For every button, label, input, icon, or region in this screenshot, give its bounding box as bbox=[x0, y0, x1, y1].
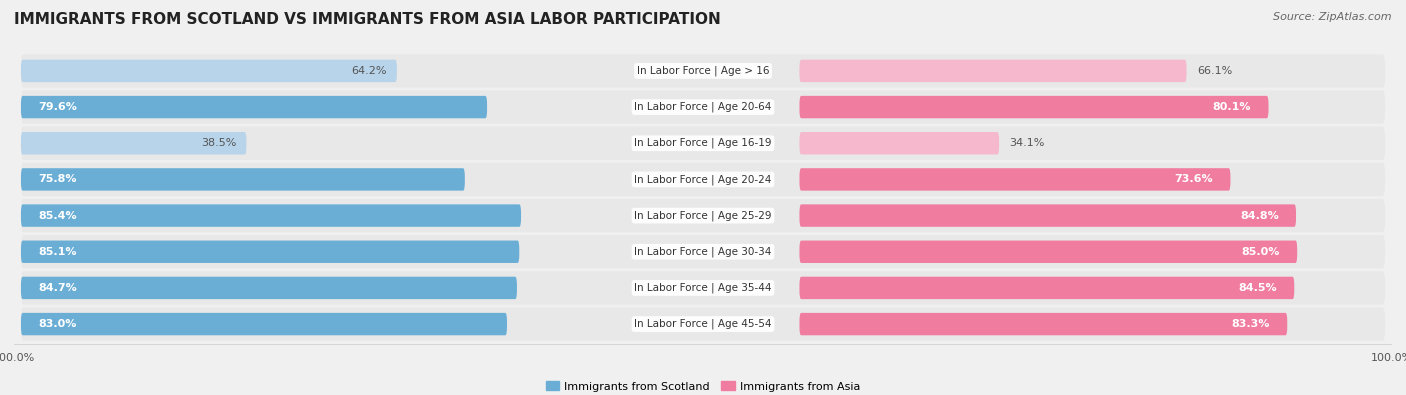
FancyBboxPatch shape bbox=[21, 168, 465, 191]
FancyBboxPatch shape bbox=[800, 241, 1298, 263]
FancyBboxPatch shape bbox=[21, 163, 1385, 196]
Text: In Labor Force | Age 45-54: In Labor Force | Age 45-54 bbox=[634, 319, 772, 329]
Text: 85.4%: 85.4% bbox=[38, 211, 77, 220]
Text: 66.1%: 66.1% bbox=[1197, 66, 1232, 76]
Text: 79.6%: 79.6% bbox=[38, 102, 77, 112]
Text: In Labor Force | Age 20-24: In Labor Force | Age 20-24 bbox=[634, 174, 772, 185]
Text: 85.1%: 85.1% bbox=[38, 247, 77, 257]
FancyBboxPatch shape bbox=[800, 132, 1000, 154]
FancyBboxPatch shape bbox=[21, 54, 1385, 88]
FancyBboxPatch shape bbox=[800, 313, 1288, 335]
FancyBboxPatch shape bbox=[21, 199, 1385, 232]
FancyBboxPatch shape bbox=[21, 313, 508, 335]
FancyBboxPatch shape bbox=[21, 277, 517, 299]
FancyBboxPatch shape bbox=[800, 204, 1296, 227]
FancyBboxPatch shape bbox=[800, 96, 1268, 118]
Text: Source: ZipAtlas.com: Source: ZipAtlas.com bbox=[1274, 12, 1392, 22]
FancyBboxPatch shape bbox=[800, 168, 1230, 191]
Text: 85.0%: 85.0% bbox=[1241, 247, 1279, 257]
Text: 73.6%: 73.6% bbox=[1174, 175, 1213, 184]
FancyBboxPatch shape bbox=[800, 60, 1187, 82]
FancyBboxPatch shape bbox=[21, 271, 1385, 305]
FancyBboxPatch shape bbox=[21, 307, 1385, 341]
Text: In Labor Force | Age 20-64: In Labor Force | Age 20-64 bbox=[634, 102, 772, 112]
Text: In Labor Force | Age 30-34: In Labor Force | Age 30-34 bbox=[634, 246, 772, 257]
FancyBboxPatch shape bbox=[21, 241, 519, 263]
FancyBboxPatch shape bbox=[21, 60, 396, 82]
Text: 83.0%: 83.0% bbox=[38, 319, 76, 329]
Text: 38.5%: 38.5% bbox=[201, 138, 236, 148]
Text: In Labor Force | Age > 16: In Labor Force | Age > 16 bbox=[637, 66, 769, 76]
FancyBboxPatch shape bbox=[21, 204, 522, 227]
FancyBboxPatch shape bbox=[21, 127, 1385, 160]
Text: 83.3%: 83.3% bbox=[1232, 319, 1270, 329]
FancyBboxPatch shape bbox=[21, 235, 1385, 268]
FancyBboxPatch shape bbox=[21, 132, 246, 154]
Text: 80.1%: 80.1% bbox=[1213, 102, 1251, 112]
FancyBboxPatch shape bbox=[21, 90, 1385, 124]
Text: 84.7%: 84.7% bbox=[38, 283, 77, 293]
Text: 84.8%: 84.8% bbox=[1240, 211, 1279, 220]
FancyBboxPatch shape bbox=[800, 277, 1295, 299]
Text: 34.1%: 34.1% bbox=[1010, 138, 1045, 148]
FancyBboxPatch shape bbox=[21, 96, 486, 118]
Text: In Labor Force | Age 16-19: In Labor Force | Age 16-19 bbox=[634, 138, 772, 149]
Text: IMMIGRANTS FROM SCOTLAND VS IMMIGRANTS FROM ASIA LABOR PARTICIPATION: IMMIGRANTS FROM SCOTLAND VS IMMIGRANTS F… bbox=[14, 12, 721, 27]
Text: 84.5%: 84.5% bbox=[1239, 283, 1277, 293]
Text: 75.8%: 75.8% bbox=[38, 175, 77, 184]
Text: In Labor Force | Age 25-29: In Labor Force | Age 25-29 bbox=[634, 210, 772, 221]
Text: 64.2%: 64.2% bbox=[352, 66, 387, 76]
Text: In Labor Force | Age 35-44: In Labor Force | Age 35-44 bbox=[634, 283, 772, 293]
Legend: Immigrants from Scotland, Immigrants from Asia: Immigrants from Scotland, Immigrants fro… bbox=[541, 377, 865, 395]
